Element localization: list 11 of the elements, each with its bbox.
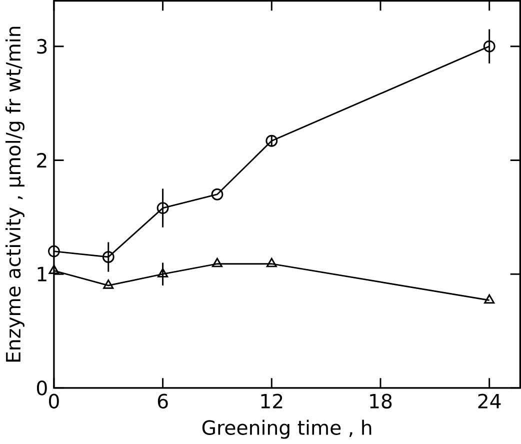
x-tick-label: 12 bbox=[261, 394, 282, 408]
x-tick-label: 24 bbox=[478, 394, 501, 408]
x-tick-label: 6 bbox=[158, 394, 168, 408]
y-axis-title: Enzyme activity , μmol/g fr wt/min bbox=[5, 26, 24, 362]
y-tick-label: 3 bbox=[37, 38, 47, 54]
y-tick-label: 0 bbox=[36, 380, 47, 396]
x-tick-label: 18 bbox=[370, 394, 392, 408]
y-tick-label: 1 bbox=[38, 266, 46, 282]
y-tick-label: 2 bbox=[37, 152, 46, 168]
x-tick-label: 0 bbox=[48, 394, 59, 408]
x-axis-title: Greening time , h bbox=[202, 420, 372, 439]
